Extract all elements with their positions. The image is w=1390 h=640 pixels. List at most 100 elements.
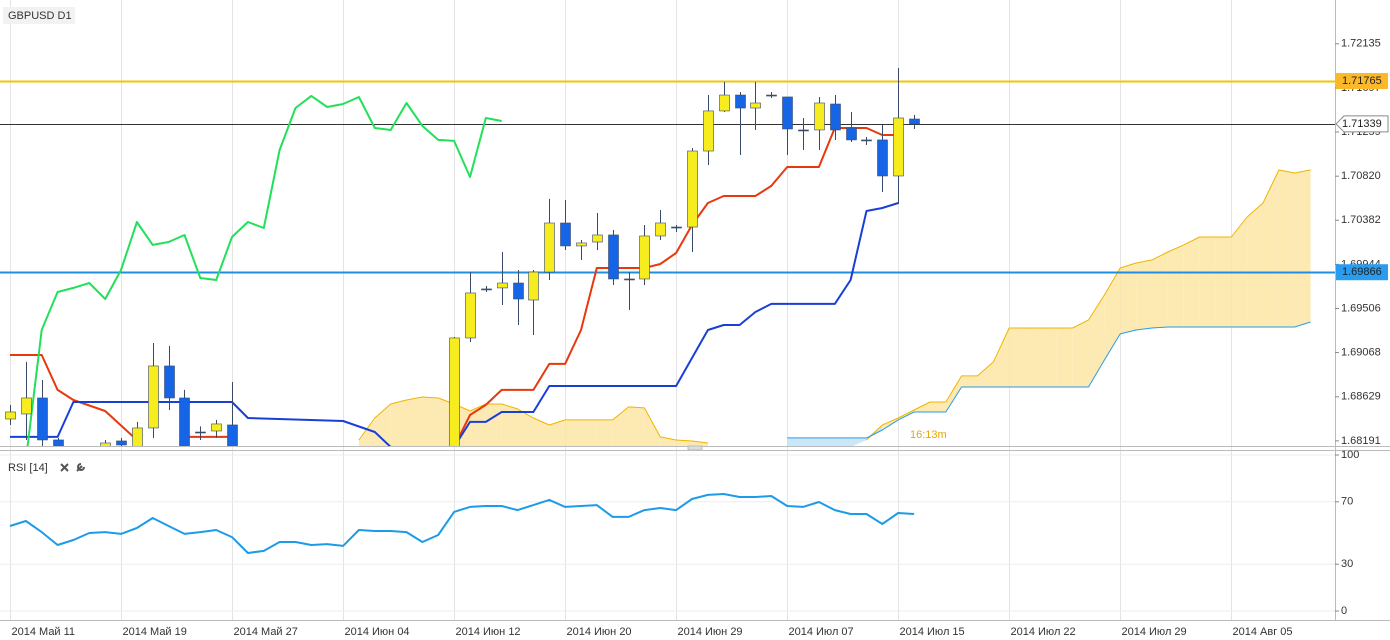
cloud-fill [977,361,994,387]
x-tick-label: 2014 Май 11 [12,626,76,638]
axes-layer: GBPUSD D1 RSI [14] 16:13m [0,0,1390,621]
y-tick-label: 1.70820 [1341,170,1381,182]
y-tick-label: 1.68191 [1341,435,1381,447]
candle-body [195,431,206,434]
candle-body [798,129,809,132]
cloud-fill [1056,328,1073,387]
close-icon[interactable] [60,463,69,472]
candle-body [164,365,175,399]
price-label-box [1336,73,1388,90]
cloud-fill [1199,236,1216,327]
y-tick-label: 100 [1341,449,1359,461]
x-tick-label: 2014 Июн 20 [567,626,632,638]
cloud-fill [358,418,375,447]
cloud-fill [1294,169,1311,327]
cloud-span-a [358,169,1311,444]
price-label: 1.69866 [1342,266,1382,278]
x-tick-label: 2014 Июн 12 [456,626,521,638]
cloud-fill [803,437,819,447]
cloud-fill [929,401,946,412]
cloud-fill [1009,328,1026,387]
candle-body [639,235,650,280]
candle-body [560,222,571,247]
cloud-fill [517,408,534,447]
cloud-fill [1167,244,1184,327]
candle-body [148,365,159,429]
candle-body [671,226,682,229]
chart-title: GBPUSD D1 [8,10,72,22]
cloud-fill [501,404,518,447]
cloud-fill [422,396,439,447]
price-label: 1.71765 [1342,75,1382,87]
cloud-fill [834,437,851,447]
x-tick-label: 2014 Июл 22 [1011,626,1076,638]
label-layer: 2014 Май 11 2014 Май 19 2014 Май 27 2014 Ию… [12,38,1389,638]
cloud-fill [406,396,423,447]
y-tick-label: 30 [1341,558,1353,570]
indicator-line [10,127,899,447]
candle-body [624,278,635,281]
candle-body [830,103,841,131]
cloud-fill [485,404,502,447]
candle-body [465,292,476,339]
cloud-fill [549,419,566,447]
price-label: 1.71339 [1342,118,1382,130]
candle-body [528,271,539,301]
candle-body [513,282,524,300]
settings-icon[interactable] [76,463,85,472]
rsi-line [9,493,915,554]
x-tick-label: 2014 Июн 04 [345,626,410,638]
cloud-fill [1183,236,1200,327]
candle-body [703,110,714,152]
candle-body [814,102,825,131]
cloud-fill [469,404,486,447]
cloud-fill [787,437,804,447]
cloud-fill [945,375,962,412]
cloud-fill [676,439,693,447]
cloud-fill [596,419,613,447]
candle-body [227,424,238,447]
cloud-fill [580,419,597,447]
candle-body [735,94,746,109]
title-box [3,7,75,24]
cloud-fill [1088,294,1105,387]
x-tick-label: 2014 Июл 29 [1122,626,1187,638]
candle-body [877,139,888,177]
cloud-fill [1040,328,1057,387]
candle-body [497,282,508,289]
x-tick-label: 2014 Июн 29 [678,626,743,638]
x-tick-label: 2014 Май 27 [234,626,298,638]
cloud-fill [390,399,407,447]
candle-body [893,117,904,177]
candle-body [861,139,872,142]
indicator-line [26,94,502,447]
candle-body [909,118,920,125]
y-tick-label: 1.68629 [1341,391,1381,403]
candle-body [21,397,32,415]
candle-body [132,427,143,447]
candle-body [544,222,555,273]
cloud-fill [1072,319,1089,387]
cloud-fill [565,419,581,447]
main-pane [0,67,1335,447]
candle-body [211,423,222,432]
cloud-fill [1104,267,1121,361]
candle-body [576,242,587,247]
candle-body [179,397,190,447]
cloud-span-b [787,321,1311,439]
cloud-fill [628,406,645,447]
x-tick-label: 2014 Июл 07 [789,626,854,638]
candle-body [53,439,64,447]
separator-handle[interactable] [687,445,703,451]
rsi-title: RSI [14] [8,462,48,474]
cloud-fill [1247,202,1263,327]
cloud-fill [533,418,550,447]
price-label-box [1336,264,1388,281]
candle-body [116,440,127,446]
cloud-fill [1278,169,1295,327]
y-tick-label: 0 [1341,605,1347,617]
candle-body [766,94,777,97]
cloud-fill [1151,251,1168,329]
cloud-fill [1215,236,1232,327]
